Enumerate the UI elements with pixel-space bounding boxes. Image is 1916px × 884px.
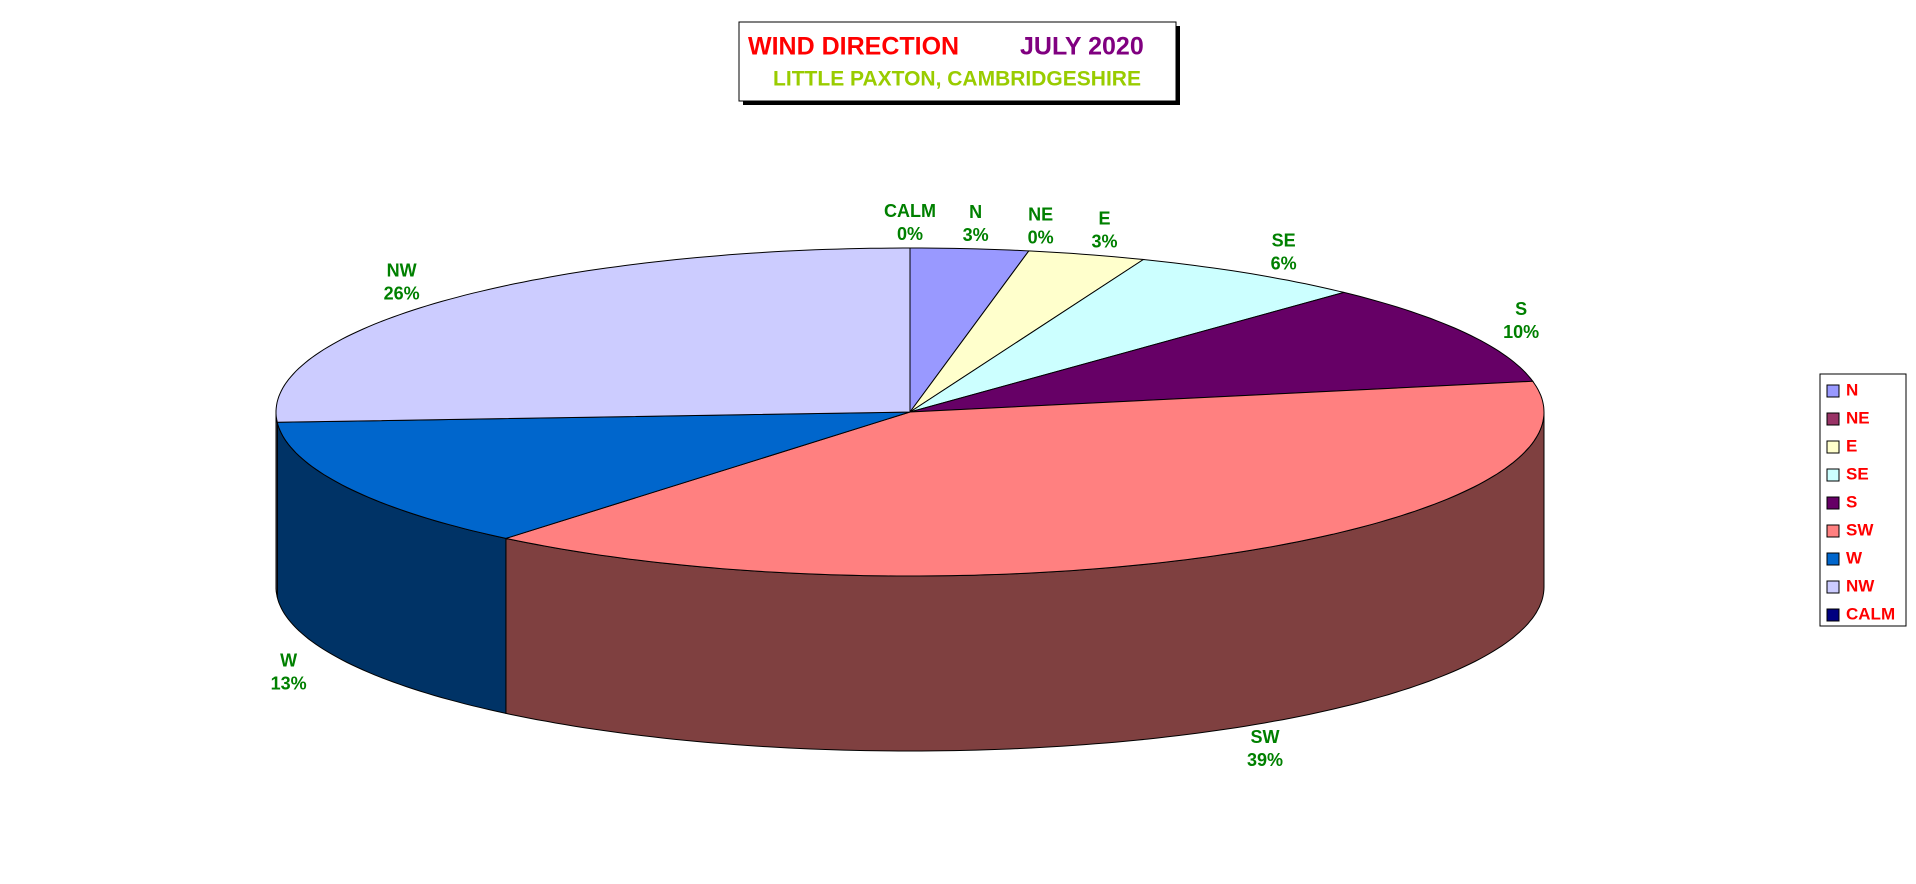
slice (909, 258, 1345, 413)
legend-label: E (1846, 436, 1857, 455)
data-label-value: 13% (271, 673, 307, 693)
legend-label: SW (1846, 520, 1874, 539)
legend-swatch (1826, 496, 1840, 510)
data-label-value: 26% (384, 284, 420, 304)
slice (909, 291, 1534, 413)
data-label-value: 0% (897, 224, 923, 244)
data-label-value: 6% (1271, 254, 1297, 274)
slice (275, 247, 911, 423)
legend-swatch (1826, 468, 1840, 482)
data-label-value: 3% (1092, 232, 1118, 252)
data-label-value: 39% (1247, 750, 1283, 770)
slice (276, 411, 911, 539)
pie (275, 247, 1545, 752)
title-box (738, 21, 1177, 102)
legend-label: N (1846, 380, 1858, 399)
data-label-name: NW (387, 261, 417, 281)
legend-swatch (1826, 608, 1840, 622)
legend-label: SE (1846, 464, 1869, 483)
slice-side (275, 412, 278, 598)
chart-subtitle: LITTLE PAXTON, CAMBRIDGESHIRE (773, 68, 1141, 91)
legend-label: S (1846, 492, 1857, 511)
chart-title: WIND DIRECTION (748, 33, 959, 61)
legend-label: NW (1846, 576, 1875, 595)
data-label-value: 3% (963, 225, 989, 245)
data-label-name: W (280, 650, 297, 670)
legend-swatch (1826, 552, 1840, 566)
data-label-name: SW (1251, 727, 1280, 747)
legend-label: CALM (1846, 604, 1895, 623)
data-label-name: S (1515, 299, 1527, 319)
legend-swatch (1826, 440, 1840, 454)
slice (909, 250, 1145, 413)
data-label-name: SE (1272, 231, 1296, 251)
legend-swatch (1826, 524, 1840, 538)
data-label-name: E (1099, 209, 1111, 229)
data-label-name: NE (1028, 204, 1053, 224)
legend-label: NE (1846, 408, 1870, 427)
data-label-value: 10% (1503, 322, 1539, 342)
legend-swatch (1826, 384, 1840, 398)
slice (503, 380, 1545, 577)
data-label-value: 0% (1028, 227, 1054, 247)
legend-swatch (1826, 580, 1840, 594)
legend-swatch (1826, 412, 1840, 426)
data-label-name: CALM (884, 201, 936, 221)
chart-title-date: JULY 2020 (1020, 33, 1144, 61)
data-label-name: N (969, 202, 982, 222)
legend-label: W (1846, 548, 1863, 567)
